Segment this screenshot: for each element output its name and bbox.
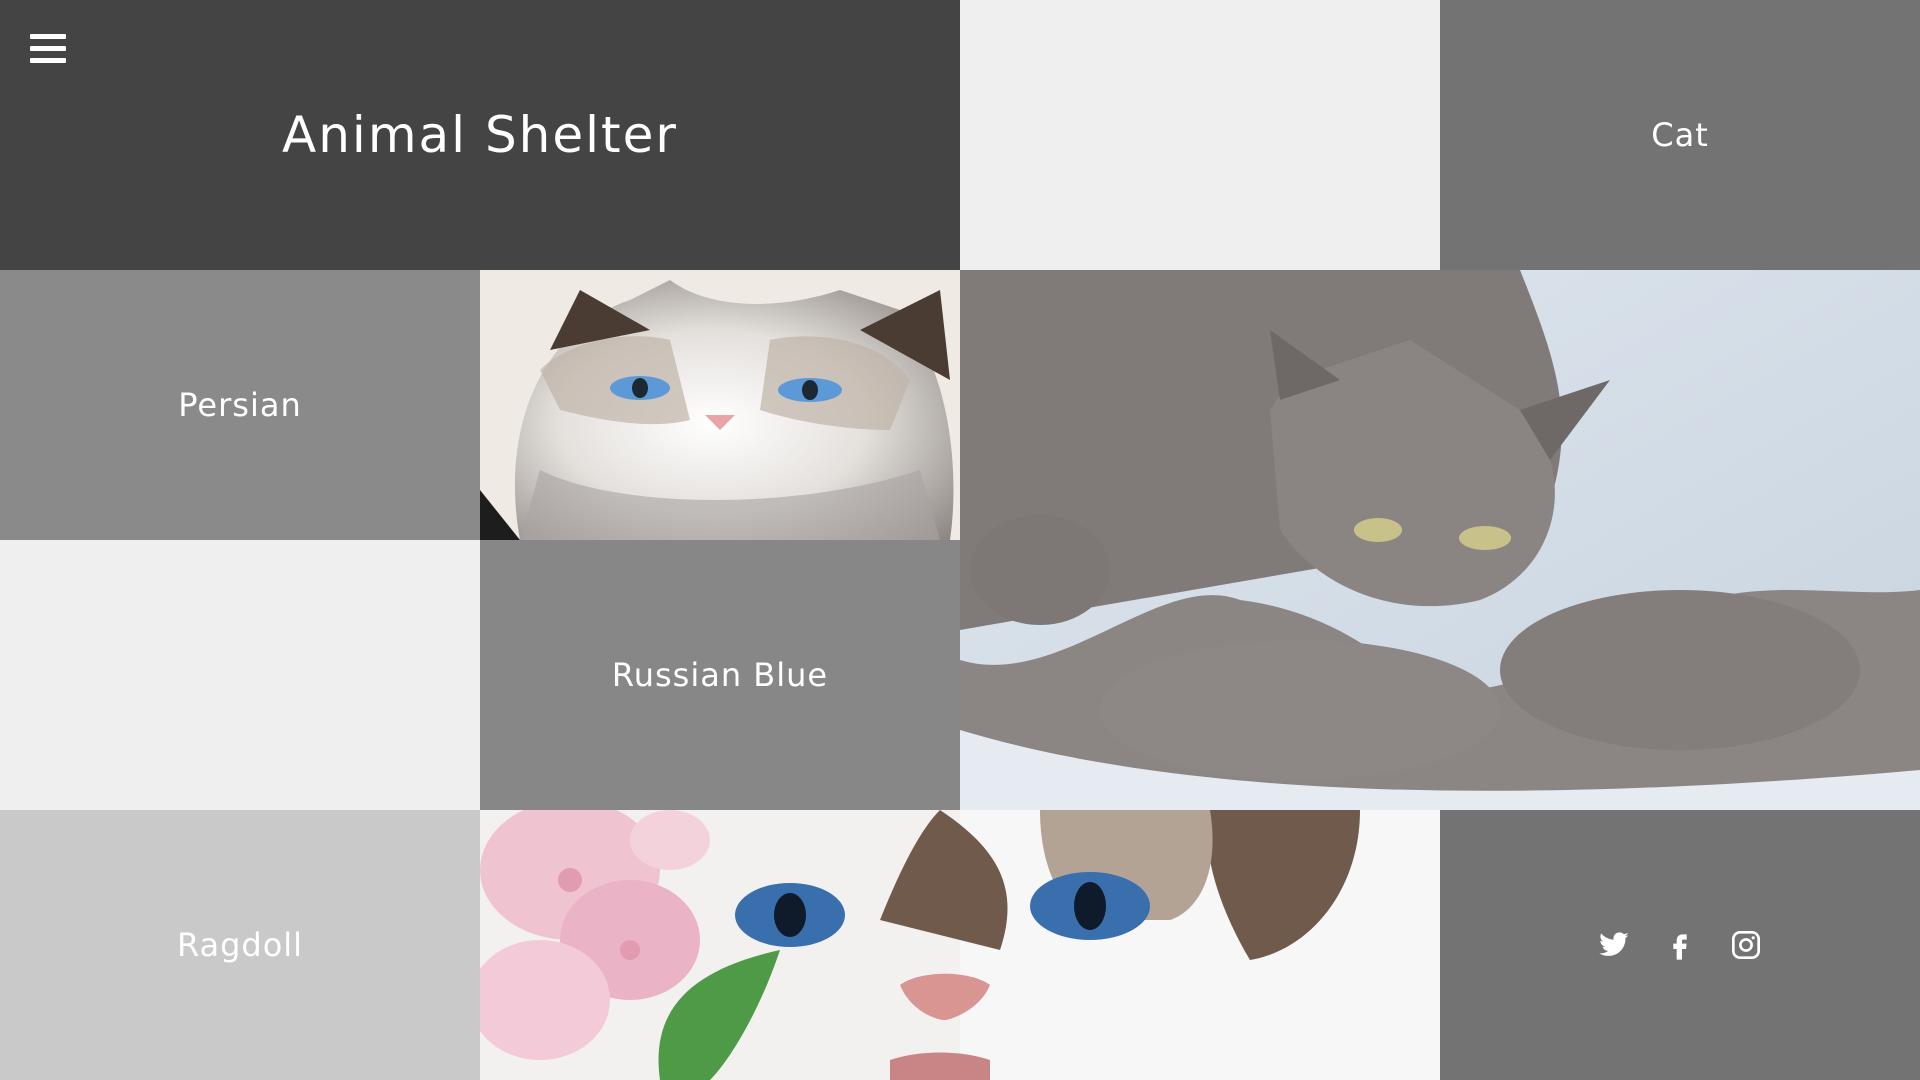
russian-blue-cat-with-kittens-photo — [960, 270, 1920, 810]
ragdoll-tile[interactable]: Ragdoll — [0, 810, 480, 1080]
twitter-icon[interactable] — [1598, 929, 1630, 961]
cat-label: Cat — [1651, 116, 1709, 154]
facebook-icon[interactable] — [1664, 929, 1696, 961]
blank-tile — [960, 0, 1440, 270]
social-tile — [1440, 810, 1920, 1080]
instagram-icon[interactable] — [1730, 929, 1762, 961]
russian-blue-label: Russian Blue — [611, 656, 829, 694]
ragdoll-label: Ragdoll — [176, 926, 304, 964]
persian-label: Persian — [178, 386, 302, 424]
blank-tile — [0, 540, 480, 810]
social-links — [1598, 929, 1762, 961]
hamburger-menu-icon[interactable] — [30, 32, 66, 66]
header-tile: Animal Shelter — [0, 0, 960, 270]
persian-cat-photo — [480, 270, 960, 540]
russian-blue-tile[interactable]: Russian Blue — [480, 540, 960, 810]
page-title: Animal Shelter — [282, 106, 678, 164]
ragdoll-cat-closeup-photo — [480, 810, 1440, 1080]
cat-tile[interactable]: Cat — [1440, 0, 1920, 270]
persian-tile[interactable]: Persian — [0, 270, 480, 540]
